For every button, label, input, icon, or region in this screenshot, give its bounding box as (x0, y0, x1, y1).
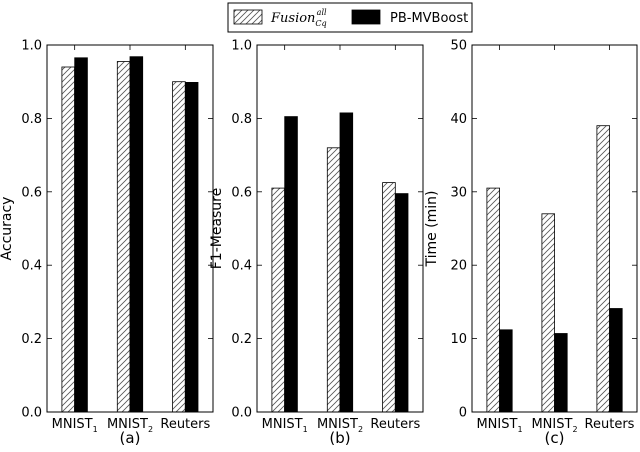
y-axis-label: Accuracy (0, 197, 15, 261)
bar-pbmvboost-1 (74, 57, 88, 413)
bar-pbmvboost-2 (129, 56, 144, 413)
y-tick-label-2: 0.2 (231, 332, 252, 347)
bar-fusion-2 (541, 213, 556, 413)
x-tick-label-1: MNIST1 (52, 417, 98, 434)
x-tick-label-2: MNIST2 (531, 417, 577, 434)
y-tick-label-1: 0.0 (21, 406, 42, 421)
bar-pbmvboost-3 (609, 308, 623, 413)
x-tick-label-2: MNIST2 (107, 417, 153, 434)
panel-2: MNIST1 MNIST2 Reuters 0.0 0.2 0.4 0.6 0.8 1.0 F1-… (209, 39, 424, 447)
x-tick-label-2: MNIST2 (317, 417, 363, 434)
panel-label: (a) (120, 429, 141, 447)
y-tick-label-5: 40 (450, 112, 467, 127)
y-tick-label-3: 0.4 (231, 259, 252, 274)
bar-pbmvboost-1 (284, 116, 298, 413)
y-tick-label-5: 0.8 (231, 112, 252, 127)
bar-fusion-2 (116, 61, 131, 413)
legend-frame (227, 2, 473, 33)
panel-label: (b) (329, 429, 350, 447)
y-axis-label: F1-Measure (209, 188, 225, 270)
y-tick-label-6: 1.0 (231, 39, 252, 54)
legend-label-pbmvboost: PB-MVBoost (390, 11, 468, 26)
bar-fusion-2 (326, 147, 341, 413)
x-tick-label-1: MNIST1 (262, 417, 308, 434)
legend: FusionCqall PB-MVBoost (227, 2, 473, 33)
bar-fusion-1 (486, 187, 500, 413)
bar-pbmvboost-1 (499, 329, 513, 413)
bar-pbmvboost-3 (184, 82, 199, 413)
y-tick-label-4: 0.6 (231, 185, 252, 200)
panel-1: MNIST1 MNIST2 Reuters 0.0 0.2 0.4 0.6 0.8 1.0 Acc… (0, 39, 214, 447)
x-tick-label-1: MNIST1 (476, 417, 522, 434)
y-tick-label-3: 0.4 (21, 259, 42, 274)
bar-fusion-3 (596, 125, 611, 413)
bar-pbmvboost-2 (339, 112, 354, 413)
y-tick-label-4: 0.6 (21, 185, 42, 200)
legend-label-fusion: FusionCqall (270, 8, 327, 28)
x-tick-label-3: Reuters (160, 417, 210, 432)
panel-3: MNIST1 MNIST2 Reuters 0 10 20 30 40 50 Time (min)… (424, 39, 638, 447)
bar-pbmvboost-3 (394, 193, 409, 413)
panel-label: (c) (545, 429, 565, 447)
bar-fusion-3 (382, 182, 396, 413)
y-tick-label-6: 1.0 (21, 39, 42, 54)
plot-frame (471, 44, 638, 413)
legend-swatch-pbmvboost (351, 9, 381, 25)
y-tick-label-1: 0.0 (231, 406, 252, 421)
y-tick-label-1: 0 (459, 406, 467, 421)
plot-frame (256, 44, 424, 413)
y-tick-label-2: 10 (450, 332, 467, 347)
y-tick-label-3: 20 (450, 259, 467, 274)
y-tick-label-2: 0.2 (21, 332, 42, 347)
y-tick-label-4: 30 (450, 185, 467, 200)
x-tick-label-3: Reuters (370, 417, 420, 432)
x-tick-label-3: Reuters (585, 417, 635, 432)
y-tick-label-6: 50 (450, 39, 467, 54)
bar-pbmvboost-2 (554, 333, 568, 413)
legend-swatch-fusion (233, 9, 263, 25)
bar-fusion-3 (172, 81, 186, 413)
plot-frame (46, 44, 214, 413)
bar-fusion-1 (61, 66, 76, 413)
panels: MNIST1 MNIST2 Reuters 0.0 0.2 0.4 0.6 0.8 1.0 Acc… (0, 39, 638, 447)
bar-fusion-1 (271, 187, 285, 413)
y-axis-label: Time (min) (424, 190, 440, 267)
y-tick-label-5: 0.8 (21, 112, 42, 127)
